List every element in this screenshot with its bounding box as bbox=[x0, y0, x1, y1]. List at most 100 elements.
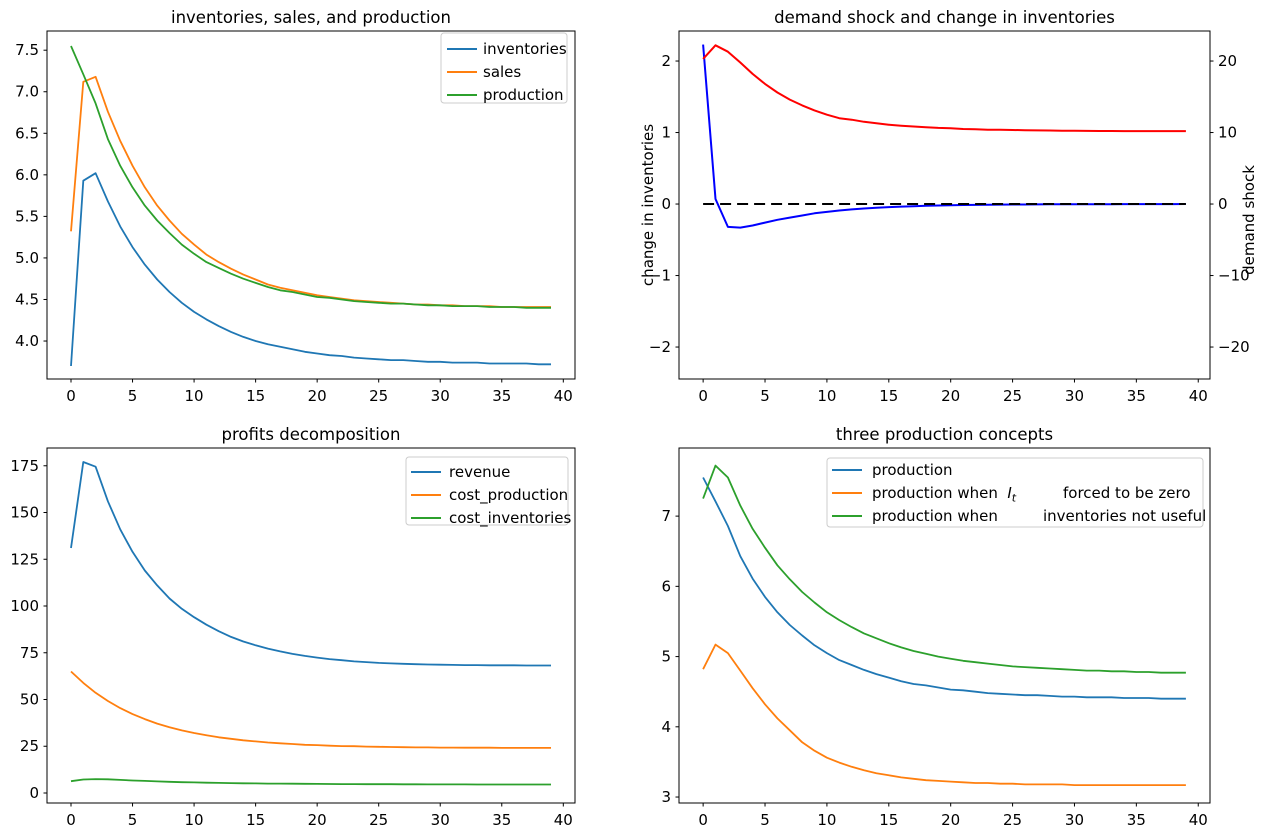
series-line-cost_production bbox=[70, 670, 551, 749]
series-line-production bbox=[702, 477, 1186, 700]
y-tick-label: 3 bbox=[661, 788, 671, 806]
legend-label: production bbox=[483, 86, 564, 104]
x-tick-label: 40 bbox=[1189, 387, 1208, 405]
x-tick-label: 25 bbox=[369, 811, 388, 829]
x-tick-label: 30 bbox=[431, 811, 450, 829]
x-tick-label: 35 bbox=[492, 811, 511, 829]
y-tick-label: 4.5 bbox=[15, 290, 39, 308]
x-tick-label: 0 bbox=[698, 387, 708, 405]
legend-box bbox=[440, 32, 568, 104]
legend-label: production when It forced to be zero bbox=[872, 484, 1191, 505]
y-tick-right-label: 0 bbox=[1218, 195, 1228, 213]
y-axis-label-left: change in inventories bbox=[639, 124, 657, 286]
y-tick-label: 100 bbox=[10, 597, 39, 615]
legend: revenue cost_production cost_inventories bbox=[405, 456, 572, 528]
x-tick-label: 25 bbox=[369, 387, 388, 405]
chart-title: profits decomposition bbox=[222, 425, 401, 444]
x-tick-label: 40 bbox=[554, 387, 573, 405]
series-line-production-when-It-forced-to-be-zero bbox=[702, 643, 1186, 787]
y-tick-label: 6 bbox=[661, 577, 671, 595]
x-tick-label: 5 bbox=[128, 387, 138, 405]
x-tick-label: 25 bbox=[1003, 811, 1022, 829]
legend-label: production when inventories not useful bbox=[872, 507, 1206, 525]
y-tick-right-label: 10 bbox=[1218, 124, 1237, 142]
chart-profits-decomposition: profits decomposition 0 5 10 15 20 25 30 35 40 0 25… bbox=[10, 425, 576, 829]
y-tick-label: 4 bbox=[661, 718, 671, 736]
y-tick-label: 0 bbox=[661, 195, 671, 213]
x-tick-label: 10 bbox=[185, 811, 204, 829]
x-tick-label: 0 bbox=[698, 811, 708, 829]
x-tick-label: 10 bbox=[185, 387, 204, 405]
x-tick-label: 15 bbox=[246, 811, 265, 829]
y-tick-label: 125 bbox=[10, 550, 39, 568]
x-tick-label: 20 bbox=[941, 811, 960, 829]
chart-title: three production concepts bbox=[836, 425, 1053, 444]
legend-label: cost_production bbox=[449, 486, 568, 505]
x-tick-label: 5 bbox=[760, 387, 770, 405]
legend: production production when It forced to be… bbox=[826, 457, 1206, 528]
legend-box bbox=[405, 456, 569, 526]
y-tick-label: 5.5 bbox=[15, 207, 39, 225]
x-tick-label: 35 bbox=[1127, 387, 1146, 405]
x-tick-label: 20 bbox=[308, 387, 327, 405]
legend: inventories sales production bbox=[440, 32, 568, 104]
legend-label: revenue bbox=[449, 463, 510, 481]
y-tick-label: −1 bbox=[649, 267, 671, 285]
legend-label: production bbox=[872, 461, 953, 479]
x-tick-label: 35 bbox=[1127, 811, 1146, 829]
y-tick-right-label: 20 bbox=[1218, 52, 1237, 70]
y-tick-label: 2 bbox=[661, 52, 671, 70]
series-line-change-in-inventories bbox=[702, 44, 1186, 229]
y-tick-label: 6.0 bbox=[15, 166, 39, 184]
series-line-sales bbox=[70, 75, 551, 308]
chart-title: inventories, sales, and production bbox=[171, 8, 451, 27]
y-tick-label: 25 bbox=[20, 737, 39, 755]
y-tick-label: −2 bbox=[649, 338, 671, 356]
y-tick-label: 75 bbox=[20, 644, 39, 662]
y-tick-label: 5.0 bbox=[15, 249, 39, 267]
y-tick-label: 4.0 bbox=[15, 332, 39, 350]
y-axis-label-right: demand shock bbox=[1240, 165, 1258, 275]
x-tick-label: 15 bbox=[246, 387, 265, 405]
series-line-cost_inventories bbox=[70, 778, 551, 786]
x-tick-label: 30 bbox=[1065, 387, 1084, 405]
series-line-demand-shock bbox=[702, 44, 1186, 133]
chart-demand-shock-change-inventories: demand shock and change in inventories 0 5… bbox=[639, 8, 1258, 405]
legend-label: cost_inventories bbox=[449, 509, 572, 528]
y-tick-label: 7.5 bbox=[15, 41, 39, 59]
chart-three-production-concepts: three production concepts 0 5 10 15 20 25 30 35 4… bbox=[661, 425, 1211, 829]
x-tick-label: 0 bbox=[66, 811, 76, 829]
y-tick-label: 7 bbox=[661, 507, 671, 525]
x-tick-label: 0 bbox=[66, 387, 76, 405]
series-line-revenue bbox=[70, 461, 551, 667]
y-tick-label: 0 bbox=[29, 784, 39, 802]
y-tick-label: 7.0 bbox=[15, 83, 39, 101]
series-line-production bbox=[70, 45, 551, 309]
x-tick-label: 10 bbox=[817, 387, 836, 405]
y-tick-label: 150 bbox=[10, 504, 39, 522]
y-tick-label: 175 bbox=[10, 457, 39, 475]
legend-label: inventories bbox=[483, 40, 567, 58]
legend-label: sales bbox=[483, 63, 521, 81]
y-tick-right-label: −10 bbox=[1218, 267, 1250, 285]
chart-inventories-sales-production: inventories, sales, and production 0 5 10 15… bbox=[15, 8, 576, 405]
x-tick-label: 15 bbox=[879, 811, 898, 829]
x-tick-label: 10 bbox=[817, 811, 836, 829]
y-tick-label: 50 bbox=[20, 691, 39, 709]
legend-box bbox=[826, 457, 1204, 528]
y-tick-label: 6.5 bbox=[15, 124, 39, 142]
x-tick-label: 30 bbox=[1065, 811, 1084, 829]
axes-spines bbox=[678, 30, 1211, 380]
y-tick-label: 1 bbox=[661, 124, 671, 142]
axes-spines bbox=[46, 447, 576, 804]
x-tick-label: 20 bbox=[308, 811, 327, 829]
x-tick-label: 30 bbox=[431, 387, 450, 405]
series-line-inventories bbox=[70, 172, 551, 367]
x-tick-label: 40 bbox=[554, 811, 573, 829]
y-tick-label: 5 bbox=[661, 648, 671, 666]
chart-title: demand shock and change in inventories bbox=[774, 8, 1115, 27]
x-tick-label: 25 bbox=[1003, 387, 1022, 405]
y-tick-right-label: −20 bbox=[1218, 338, 1250, 356]
x-tick-label: 40 bbox=[1189, 811, 1208, 829]
